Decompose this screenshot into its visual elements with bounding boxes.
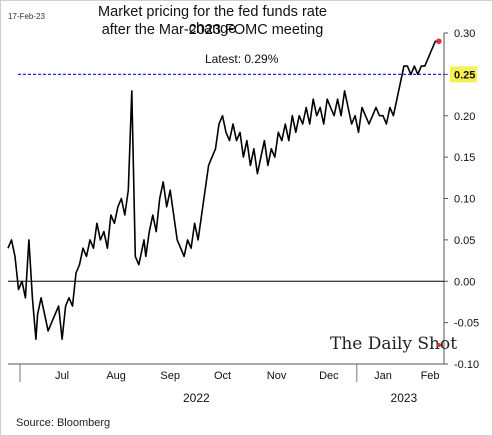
y-tick-label: -0.05 <box>454 318 479 330</box>
x-tick-label: Nov <box>267 370 287 382</box>
x-tick-label: Oct <box>214 370 231 382</box>
date-stamp: 17-Feb-23 <box>8 12 45 21</box>
x-tick-label: Aug <box>106 370 126 382</box>
series-line <box>7 40 439 341</box>
y-tick-label: 0.15 <box>454 152 475 164</box>
y-tick-label: 0.10 <box>454 194 475 206</box>
x-year-label: 2022 <box>183 391 210 405</box>
last-point-marker <box>435 38 442 45</box>
axes-group: 0.30 0.25 0.20 0.15 0.10 0.05 0.00 -0.05 -0.10 Ju… <box>8 28 479 405</box>
y-tick-label: -0.10 <box>454 359 479 371</box>
x-tick-label: Sep <box>160 370 180 382</box>
y-tick-label: 0.05 <box>454 235 475 247</box>
x-year-label: 2023 <box>391 391 418 405</box>
source-label: Source: Bloomberg <box>16 417 111 429</box>
y-tick-label: 0.00 <box>454 276 475 288</box>
y-tick-label: 0.20 <box>454 111 475 123</box>
x-tick-label: Jul <box>55 370 69 382</box>
y-tick-label: 0.30 <box>454 28 475 40</box>
chart-title-line-1: Market pricing for the fed funds rate ch… <box>98 4 327 37</box>
x-tick-label: Jan <box>374 370 392 382</box>
reference-label-highlight <box>450 66 477 83</box>
brand-logo-text: The Daily Shot <box>330 334 457 354</box>
chart-title-line-2: after the Mar-2023 FOMC meeting <box>101 22 324 38</box>
latest-value-label: Latest: 0.29% <box>205 52 279 66</box>
series-group <box>7 38 442 341</box>
x-tick-label: Feb <box>421 370 440 382</box>
brand-logo: The Daily Shot <box>330 334 457 354</box>
x-tick-label: Dec <box>319 370 339 382</box>
y-tick-label: 0.25 <box>454 69 475 81</box>
brand-logo-dot <box>437 343 441 347</box>
